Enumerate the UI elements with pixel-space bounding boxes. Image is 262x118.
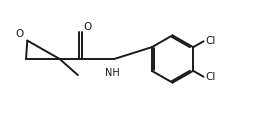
Text: O: O [15,29,23,39]
Text: O: O [84,22,92,32]
Text: NH: NH [106,68,120,78]
Text: Cl: Cl [206,36,216,46]
Text: Cl: Cl [206,72,216,82]
